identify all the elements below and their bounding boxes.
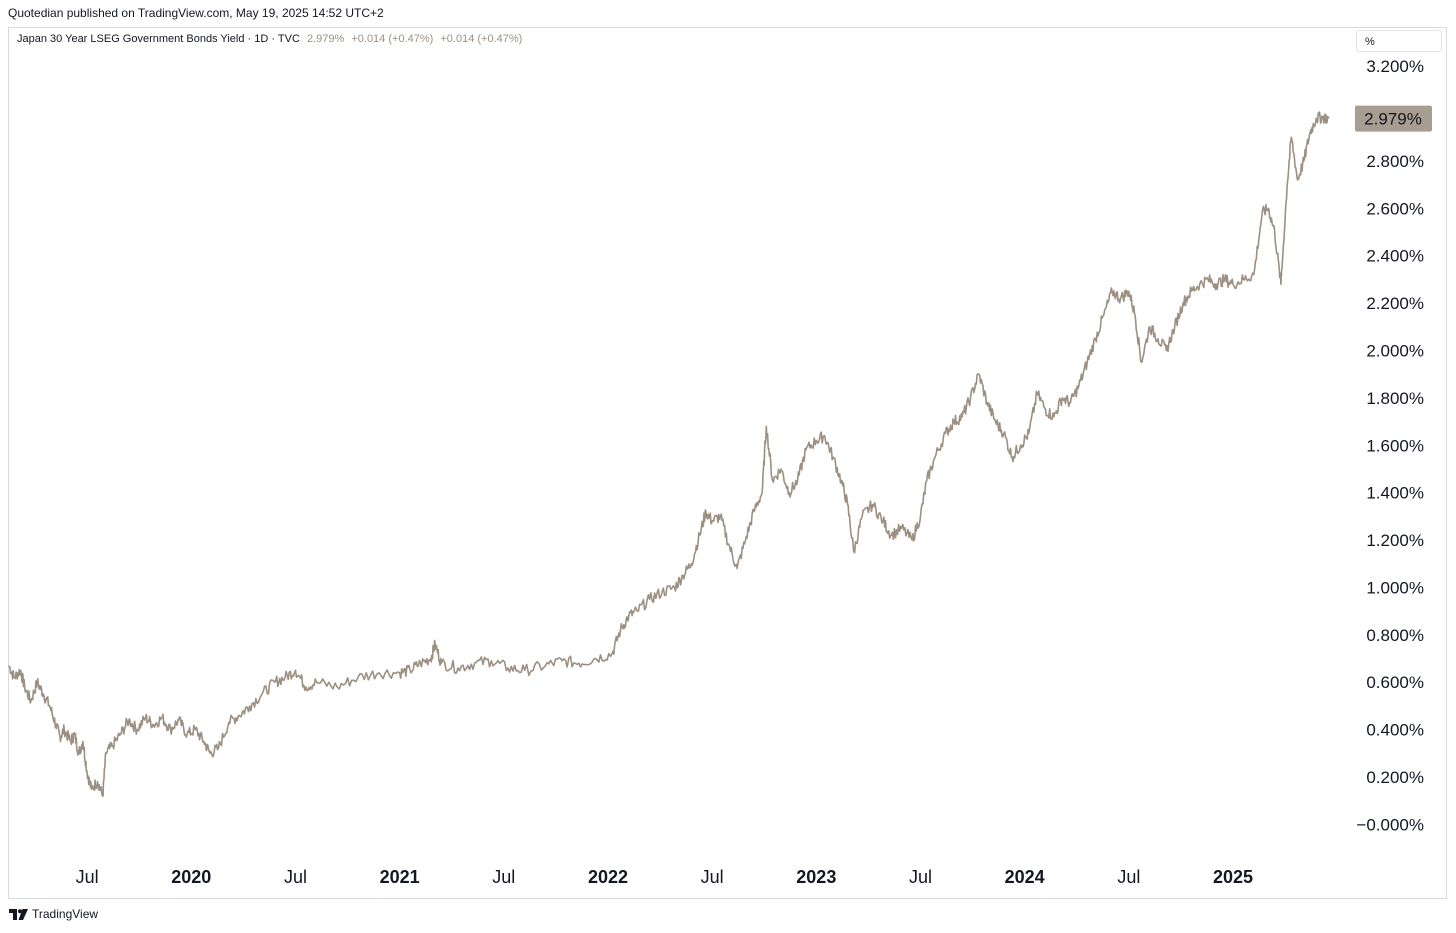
publish-info: Quotedian published on TradingView.com, … [8,6,384,20]
symbol-legend[interactable]: Japan 30 Year LSEG Government Bonds Yiel… [17,33,522,45]
tradingview-brand[interactable]: TradingView [9,907,98,921]
x-tick-label: 2023 [796,867,836,887]
last-value: 2.979% [306,33,345,45]
y-tick-label: −0.000% [1356,815,1424,834]
x-tick-label: Jul [492,867,515,887]
y-axis[interactable]: 3.200% 2.800% 2.600% 2.400% 2.200% 2.000% 1.80… [1356,57,1424,834]
x-tick-label: 2022 [588,867,628,887]
y-tick-label: 1.800% [1366,389,1424,408]
chart-pane[interactable] [8,27,1447,899]
x-axis[interactable]: Jul 2020 Jul 2021 Jul 2022 Jul 2023 Jul 2024 Jul 20… [76,867,1253,887]
y-tick-label: 2.000% [1366,342,1424,361]
y-tick-label: 1.200% [1366,531,1424,550]
last-price-label-text: 2.979% [1364,110,1422,129]
y-tick-label: 2.400% [1366,247,1424,266]
y-tick-label: 1.600% [1366,436,1424,455]
series-line [8,111,1330,797]
change-value: +0.014 (+0.47%) [351,33,434,45]
y-tick-label: 2.800% [1366,152,1424,171]
x-tick-label: Jul [284,867,307,887]
symbol-title[interactable]: Japan 30 Year LSEG Government Bonds Yiel… [17,33,300,45]
y-tick-label: 3.200% [1366,57,1424,76]
last-price-label: 2.979% [1355,105,1432,132]
x-tick-label: Jul [701,867,724,887]
y-tick-label: 1.400% [1366,484,1424,503]
y-tick-label: 2.600% [1366,199,1424,218]
y-tick-label: 0.800% [1366,626,1424,645]
last-price-label-bg [1355,105,1432,132]
x-tick-label: 2025 [1213,867,1253,887]
price-scale-unit-selector[interactable]: % [1356,30,1442,52]
y-tick-label: 2.200% [1366,294,1424,313]
y-tick-label: 1.000% [1366,578,1424,597]
tradingview-logo-icon [9,908,28,920]
change-percent-value: +0.014 (+0.47%) [440,33,523,45]
x-tick-label: 2024 [1005,867,1045,887]
unit-label: % [1365,36,1375,48]
y-tick-label: 0.200% [1366,768,1424,787]
x-tick-label: Jul [1117,867,1140,887]
x-tick-label: 2021 [380,867,420,887]
x-tick-label: Jul [76,867,99,887]
brand-label: TradingView [32,907,99,921]
x-tick-label: 2020 [171,867,211,887]
y-tick-label: 0.600% [1366,673,1424,692]
x-tick-label: Jul [909,867,932,887]
y-tick-label: 0.400% [1366,721,1424,740]
